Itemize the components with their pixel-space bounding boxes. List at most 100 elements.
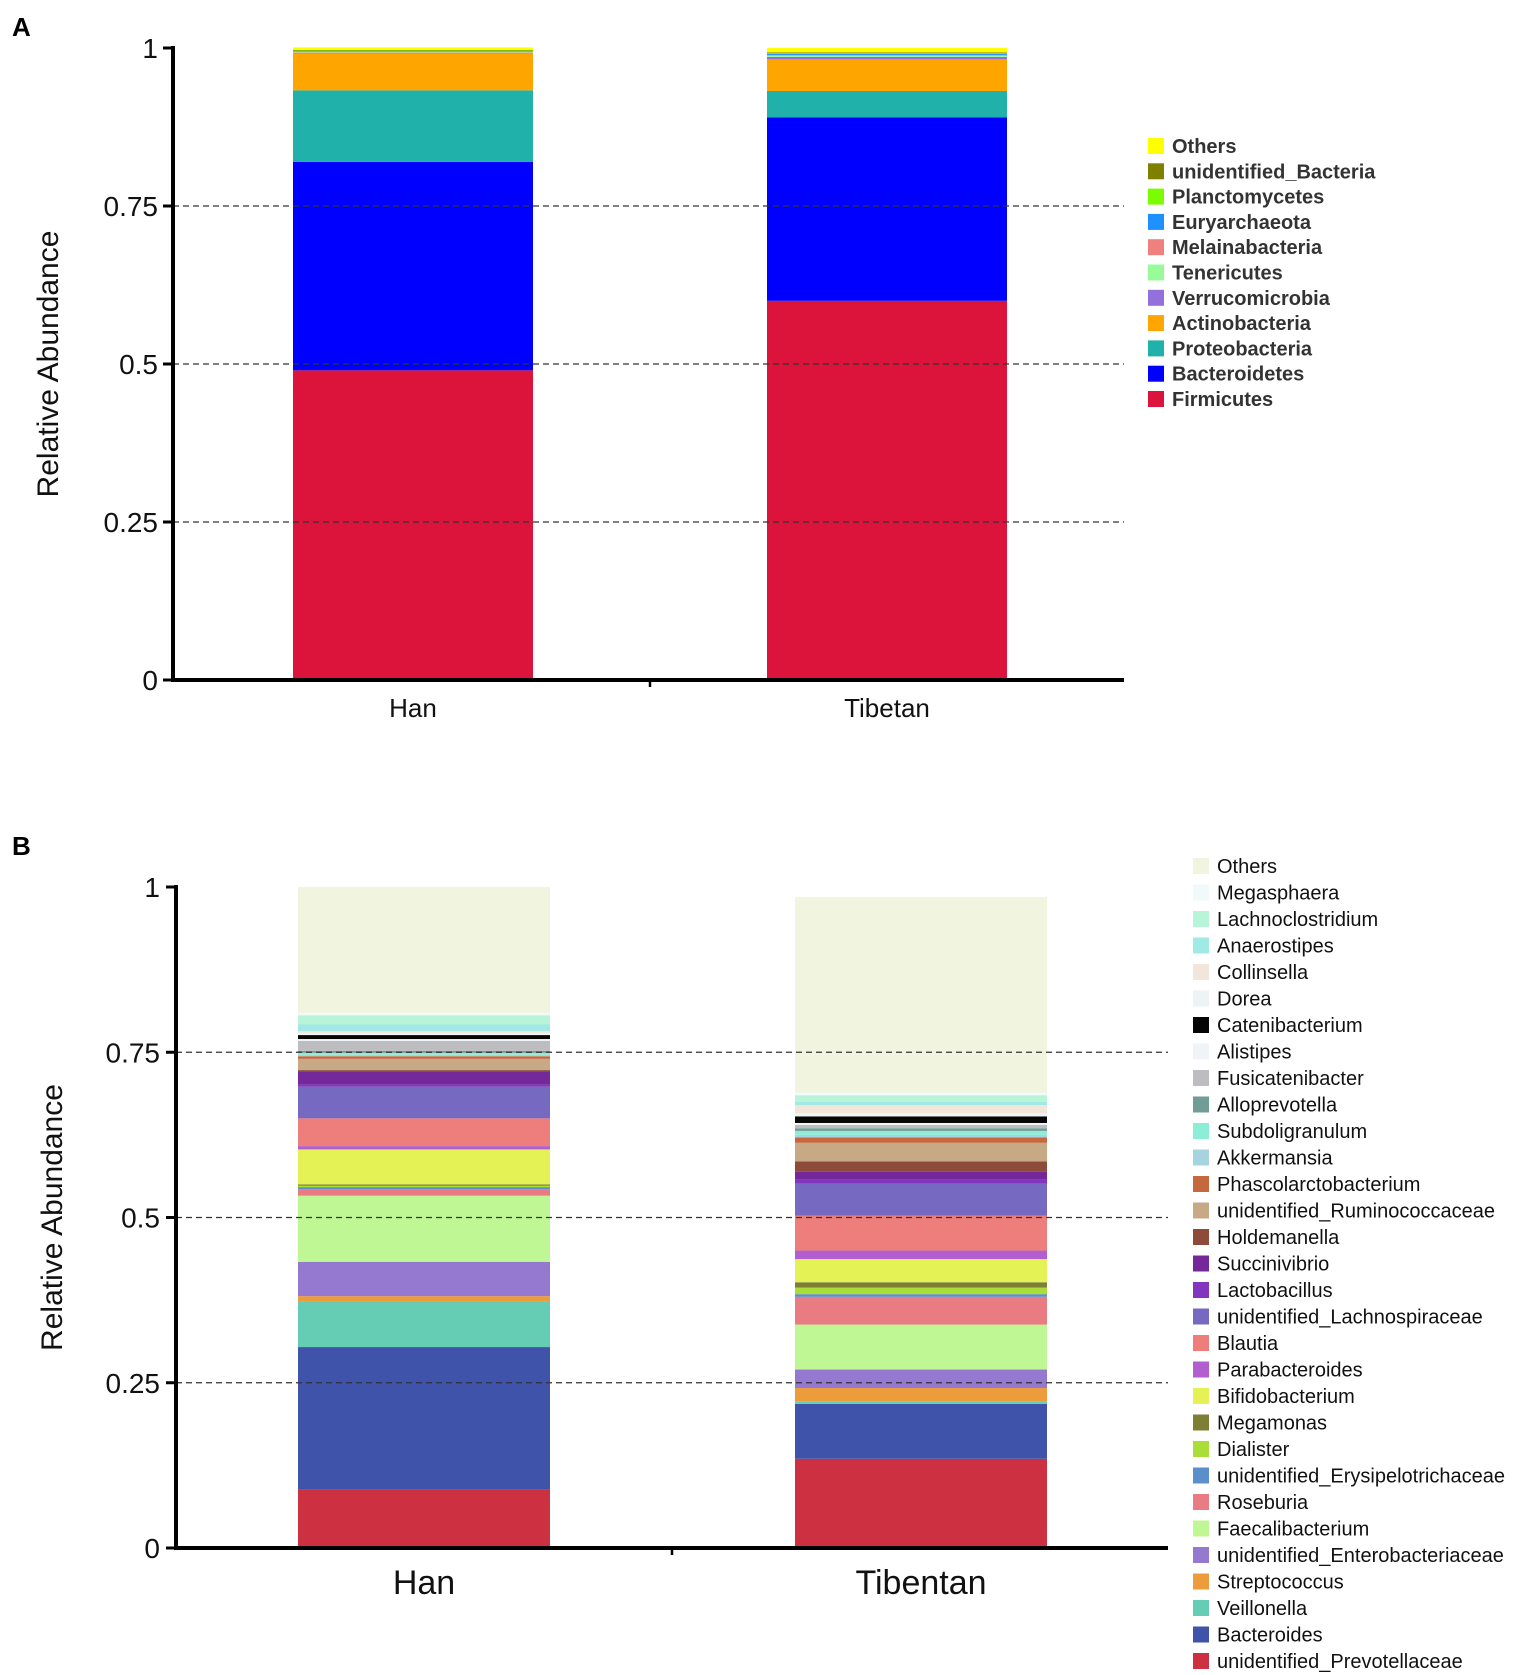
bar-segment-han-bacteroides [298,1347,550,1490]
y-tick-label: 0 [142,665,158,696]
bar-segment-han-others [293,47,533,50]
legend-swatch-alloprevotella [1193,1096,1209,1113]
legend-label-alloprevotella: Alloprevotella [1217,1095,1338,1117]
bar-segment-tibentan-catenibacterium [795,1116,1047,1123]
legend-swatch-collinsella [1193,964,1209,980]
legend-swatch-succinivibrio [1193,1255,1209,1272]
bar-segment-han-phascolarctobacterium [298,1056,550,1059]
legend-label-unidentified-prevotellaceae: unidentified_Prevotellaceae [1217,1651,1463,1673]
bar-segment-han-subdoligranulum [298,1052,550,1055]
bar-segment-tibetan-actinobacteria [767,59,1007,91]
bar-segment-han-veillonella [298,1301,550,1348]
legend-swatch-streptococcus [1193,1573,1209,1590]
bar-segment-tibentan-parabacteroides [795,1250,1047,1260]
bar-segment-tibetan-proteobacteria [767,90,1007,118]
bar-segment-han-planctomycetes [293,50,533,52]
legend-label-unidentified-erysipelotrichaceae: unidentified_Erysipelotrichaceae [1217,1466,1505,1488]
bar-segment-han-unidentified-erysipelotrichaceae [298,1187,550,1190]
bar-segment-tibentan-unidentified-enterobacteriaceae [795,1369,1047,1389]
bar-segment-tibentan-faecalibacterium [795,1324,1047,1370]
bar-segment-han-bifidobacterium [298,1149,550,1185]
legend-label-collinsella: Collinsella [1217,962,1309,984]
bar-segment-tibentan-megasphaera [795,1092,1047,1096]
legend-swatch-lactobacillus [1193,1282,1209,1298]
legend-label-unidentified-bacteria: unidentified_Bacteria [1172,161,1376,183]
legend-label-bacteroides: Bacteroides [1217,1625,1323,1647]
bar-segment-han-fusicatenibacter [298,1041,550,1051]
legend-swatch-firmicutes [1148,391,1164,407]
bar-segment-tibentan-streptococcus [795,1388,1047,1402]
bar-segment-tibentan-anaerostipes [795,1101,1047,1106]
bar-segment-tibentan-blautia [795,1215,1047,1251]
bar-segment-tibentan-collinsella [795,1105,1047,1114]
legend-label-unidentified-lachnospiraceae: unidentified_Lachnospiraceae [1217,1307,1483,1329]
legend-swatch-actinobacteria [1148,315,1164,332]
bar-segment-tibentan-akkermansia [795,1134,1047,1138]
bar-segment-tibentan-subdoligranulum [795,1130,1047,1135]
bar-segment-tibentan-bifidobacterium [795,1259,1047,1283]
legend-label-veillonella: Veillonella [1217,1598,1308,1620]
bar-segment-han-dialister [298,1185,550,1188]
bar-segment-han-collinsella [298,1031,550,1034]
y-axis-title: Relative Abundance [36,1084,69,1351]
bar-segment-han-unidentified-lachnospiraceae [298,1086,550,1119]
bar-segment-han-dorea [298,1033,550,1036]
legend-swatch-proteobacteria [1148,340,1164,357]
legend-swatch-phascolarctobacterium [1193,1176,1209,1192]
x-tick-label-tibentan: Tibentan [855,1564,986,1602]
bar-segment-tibetan-verrucomicrobia [767,56,1007,60]
bar-segment-han-streptococcus [298,1296,550,1302]
x-tick-label-tibetan: Tibetan [844,693,930,723]
panel-label: A [12,12,31,42]
legend-label-unidentified-ruminococcaceae: unidentified_Ruminococcaceae [1217,1201,1495,1223]
legend-label-tenericutes: Tenericutes [1172,263,1283,285]
bar-segment-tibentan-succinivibrio [795,1171,1047,1180]
bar-segment-han-unidentified-prevotellaceae [298,1489,550,1548]
legend-label-megasphaera: Megasphaera [1217,883,1340,905]
bar-segment-tibentan-phascolarctobacterium [795,1137,1047,1143]
bar-segment-tibetan-bacteroidetes [767,117,1007,301]
bar-segment-han-bacteroidetes [293,161,533,371]
legend-swatch-veillonella [1193,1600,1209,1616]
bar-segment-tibentan-others [795,896,1047,1093]
y-tick-label: 0.75 [104,191,159,222]
legend-swatch-megamonas [1193,1414,1209,1431]
bar-segment-han-actinobacteria [293,53,533,91]
legend-label-subdoligranulum: Subdoligranulum [1217,1121,1367,1143]
legend-swatch-bacteroidetes [1148,365,1164,382]
bar-segment-han-megamonas [298,1184,550,1186]
y-tick-label: 0 [144,1533,160,1564]
legend-swatch-dorea [1193,990,1209,1007]
bar-segment-han-anaerostipes [298,1024,550,1032]
legend-swatch-unidentified-lachnospiraceae [1193,1308,1209,1325]
legend-swatch-bifidobacterium [1193,1388,1209,1404]
bar-segment-tibetan-melainabacteria [767,54,1007,56]
legend-swatch-megasphaera [1193,884,1209,901]
bar-segment-han-alloprevotella [298,1050,550,1053]
legend-swatch-unidentified-bacteria [1148,163,1164,180]
legend-swatch-parabacteroides [1193,1361,1209,1378]
bar-segment-tibentan-alistipes [795,1122,1047,1125]
y-tick-label: 0.25 [104,507,159,538]
legend-label-alistipes: Alistipes [1217,1042,1291,1064]
legend-label-anaerostipes: Anaerostipes [1217,936,1334,958]
legend-label-euryarchaeota: Euryarchaeota [1172,212,1312,234]
bar-segment-han-proteobacteria [293,90,533,162]
legend-swatch-roseburia [1193,1494,1209,1510]
bar-segment-han-lachnoclostridium [298,1015,550,1025]
bar-segment-han-lactobacillus [298,1084,550,1087]
bar-segment-tibentan-megamonas [795,1282,1047,1288]
bar-segment-han-unidentified-bacteria [293,49,533,51]
legend-swatch-tenericutes [1148,264,1164,281]
bar-segment-tibentan-holdemanella [795,1161,1047,1172]
legend-label-others: Others [1172,136,1236,158]
legend-label-roseburia: Roseburia [1217,1492,1309,1514]
legend-swatch-verrucomicrobia [1148,289,1164,306]
y-tick-label: 1 [144,872,160,903]
bar-segment-han-melainabacteria [293,51,533,53]
legend-swatch-unidentified-prevotellaceae [1193,1653,1209,1669]
legend-label-planctomycetes: Planctomycetes [1172,187,1324,209]
legend-swatch-dialister [1193,1441,1209,1457]
legend-swatch-subdoligranulum [1193,1123,1209,1139]
